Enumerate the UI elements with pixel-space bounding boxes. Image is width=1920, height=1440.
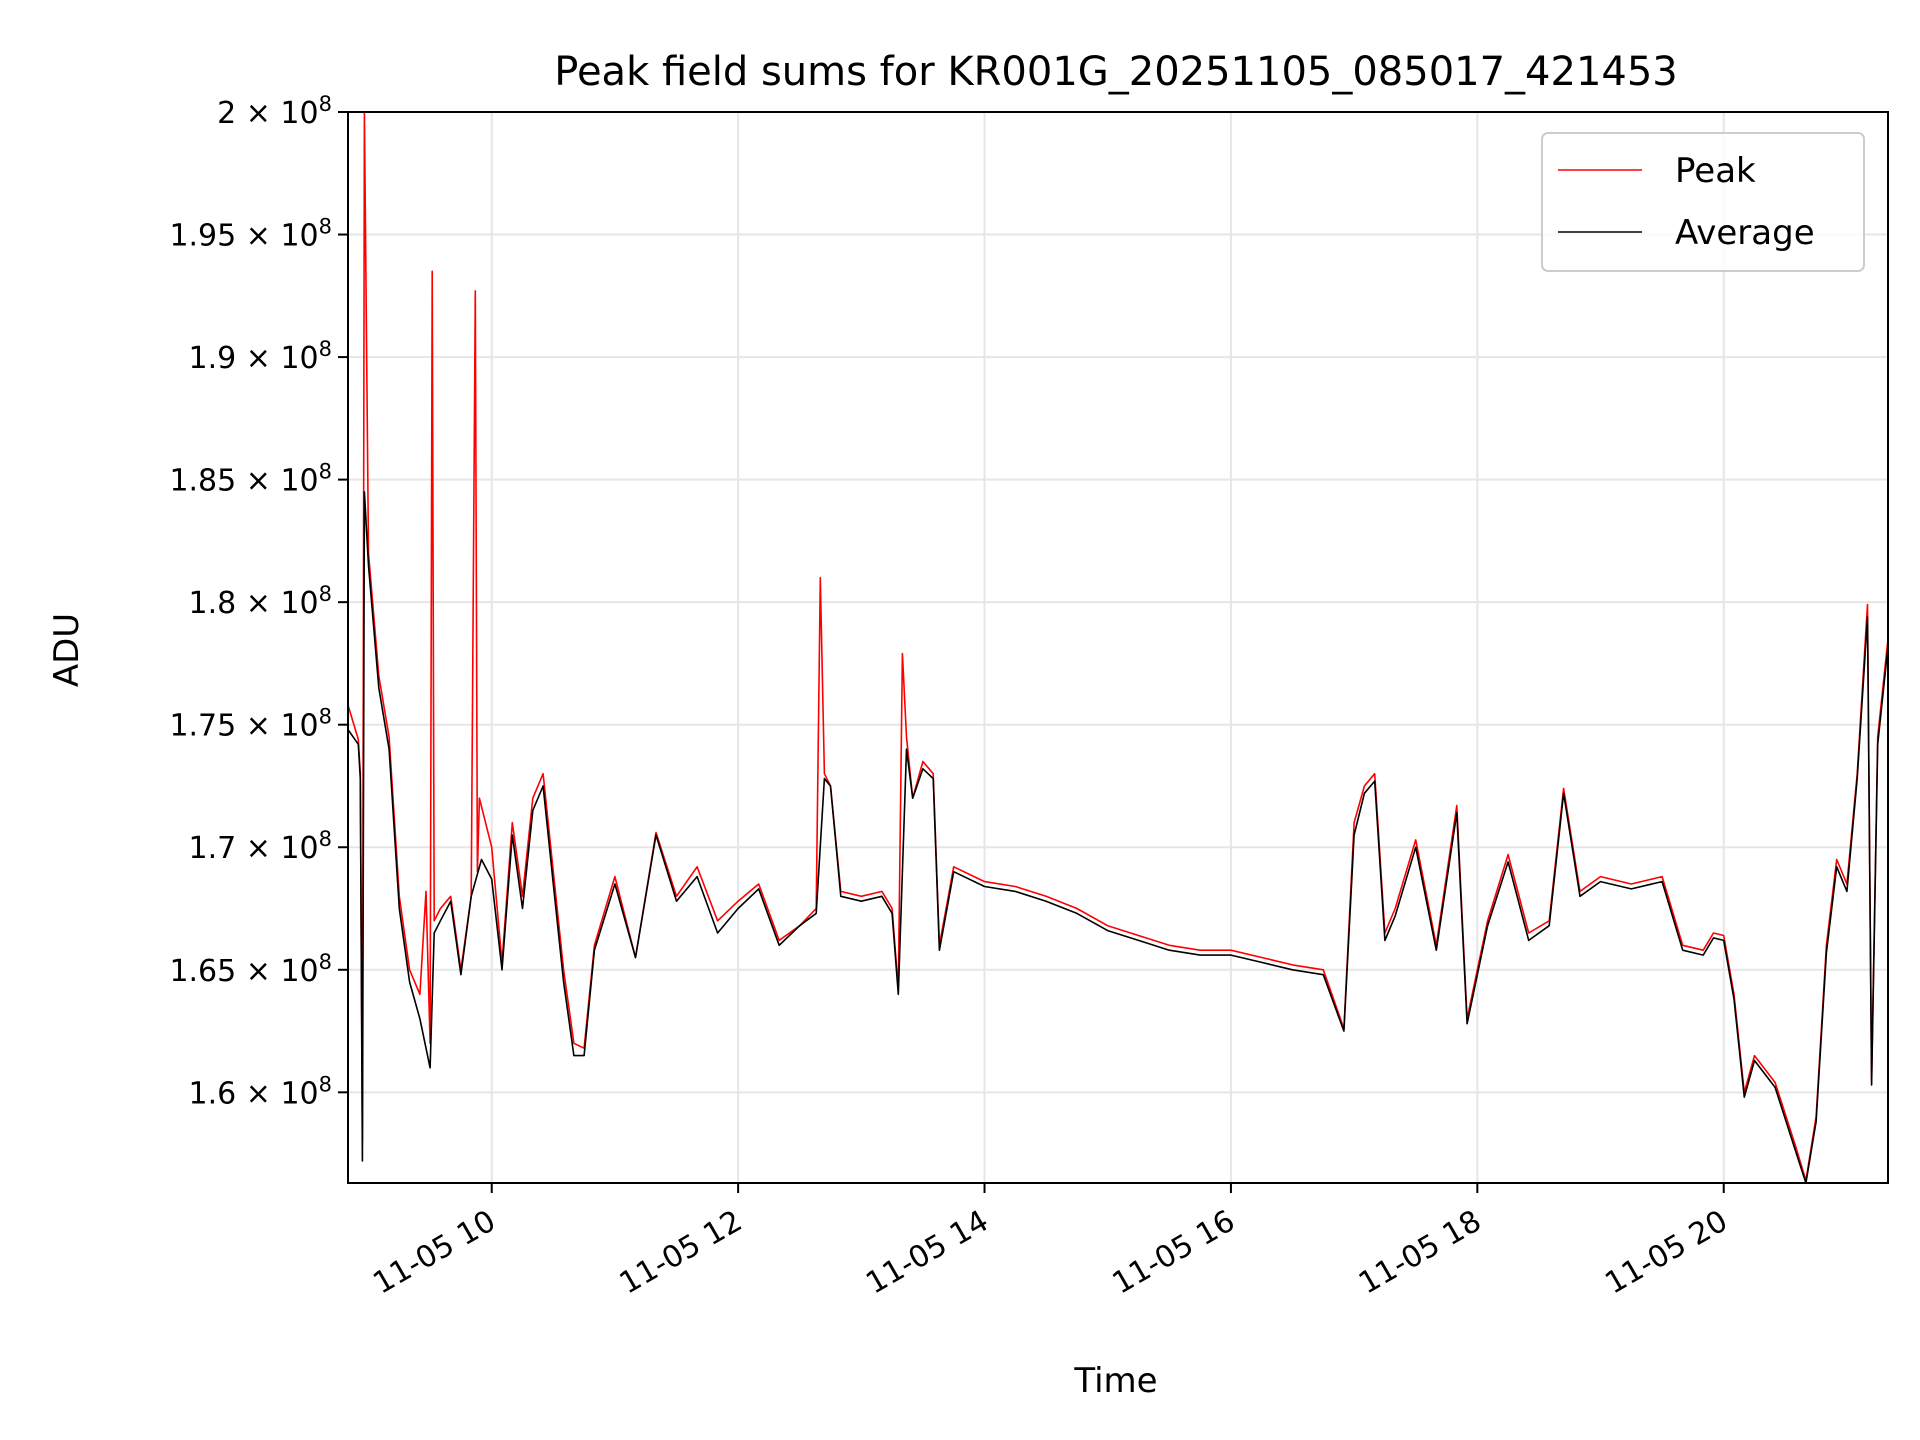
y-tick-label: 1.65 × 108 bbox=[169, 950, 332, 989]
legend: Peak Average bbox=[1541, 132, 1865, 272]
y-tick-label: 1.9 × 108 bbox=[189, 337, 332, 376]
y-tick-label: 2 × 108 bbox=[217, 92, 332, 131]
y-axis-title: ADU bbox=[47, 613, 87, 687]
y-tick-label: 1.95 × 108 bbox=[169, 215, 332, 254]
series-layer bbox=[348, 112, 1888, 1183]
y-axis: 1.6 × 108 1.65 × 108 1.7 × 108 1.75 × 108 1.… bbox=[169, 92, 348, 1111]
x-axis-title: Time bbox=[1073, 1361, 1157, 1401]
legend-label-peak: Peak bbox=[1675, 151, 1756, 191]
y-tick-label: 1.6 × 108 bbox=[189, 1072, 332, 1111]
legend-box bbox=[1541, 132, 1865, 272]
series-average-line bbox=[348, 491, 1888, 1183]
y-tick-label: 1.85 × 108 bbox=[169, 460, 332, 499]
y-tick-label: 1.75 × 108 bbox=[169, 705, 332, 744]
y-tick-label: 1.8 × 108 bbox=[189, 582, 332, 621]
chart-title: Peak field sums for KR001G_20251105_0850… bbox=[554, 49, 1678, 95]
plot-frame bbox=[347, 111, 1889, 1184]
legend-label-average: Average bbox=[1675, 213, 1815, 253]
y-tick-label: 1.7 × 108 bbox=[189, 827, 332, 866]
